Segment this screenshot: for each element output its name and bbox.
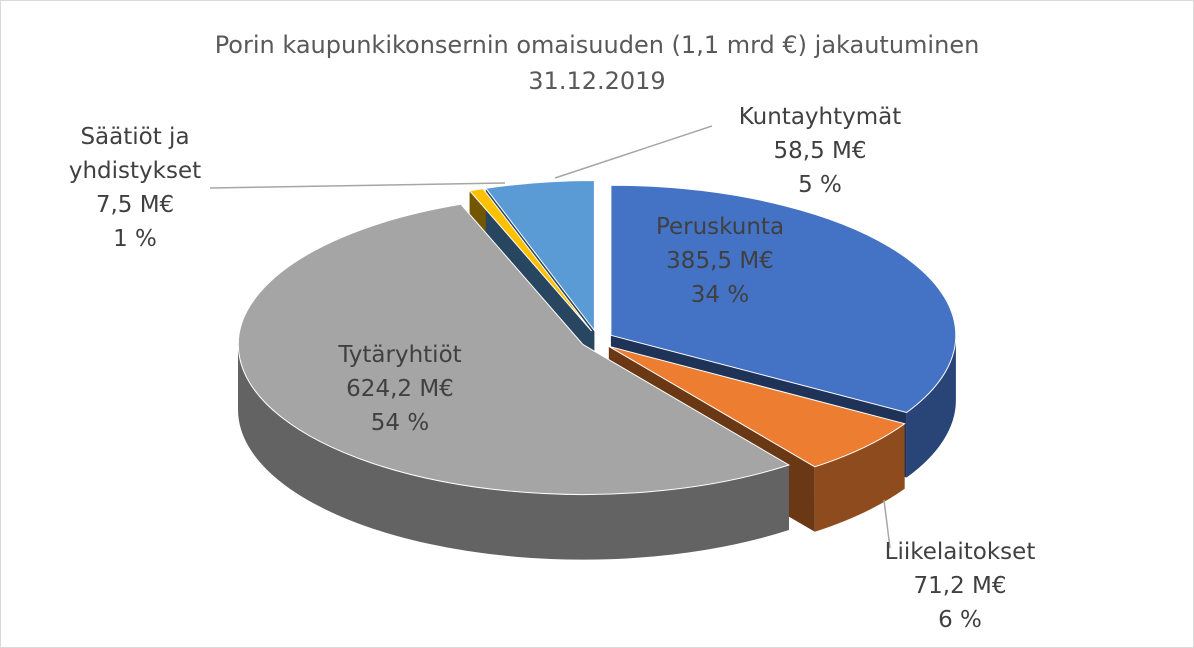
chart-subtitle: 31.12.2019 xyxy=(528,67,666,95)
leader-line xyxy=(554,125,713,179)
slice xyxy=(610,184,957,414)
data-label: Tytäryhtiöt 624,2 M€ 54 % xyxy=(300,338,500,440)
slice-value: 1 % xyxy=(113,226,157,252)
slice xyxy=(237,203,791,496)
data-label: Kuntayhtymät 58,5 M€ 5 % xyxy=(710,100,930,202)
slice-name: Peruskunta xyxy=(655,214,785,240)
data-label: Säätiöt ja yhdistykset 7,5 M€ 1 % xyxy=(55,120,215,256)
slice-value: 7,5 M€ xyxy=(95,192,175,218)
slice xyxy=(484,179,595,332)
slice-value: 71,2 M€ xyxy=(913,573,1007,599)
slice-name: Säätiöt ja yhdistykset xyxy=(68,124,202,184)
slice-value: 6 % xyxy=(938,607,982,633)
slice-name: Kuntayhtymät xyxy=(738,104,902,130)
slice-side xyxy=(238,344,789,560)
slice-side xyxy=(906,335,956,478)
slice-value: 624,2 M€ xyxy=(346,376,454,402)
slice-name: Liikelaitokset xyxy=(884,539,1036,565)
leader-line xyxy=(883,499,891,549)
slice-value: 34 % xyxy=(690,282,750,308)
slice xyxy=(468,188,592,332)
pie xyxy=(237,179,957,560)
data-label: Liikelaitokset 71,2 M€ 6 % xyxy=(860,535,1060,637)
chart-title: Porin kaupunkikonsernin omaisuuden (1,1 … xyxy=(214,31,980,59)
slice-value: 5 % xyxy=(798,172,842,198)
slice-value: 58,5 M€ xyxy=(773,138,867,164)
slice xyxy=(608,345,906,468)
data-label: Peruskunta 385,5 M€ 34 % xyxy=(620,210,820,312)
slice-value: 385,5 M€ xyxy=(666,248,774,274)
slice-value: 54 % xyxy=(370,410,430,436)
slice-name: Tytäryhtiöt xyxy=(338,342,462,368)
slice-side xyxy=(814,423,905,532)
slice-tops xyxy=(237,179,957,496)
leader-line xyxy=(209,182,506,189)
leader-lines xyxy=(209,125,891,549)
